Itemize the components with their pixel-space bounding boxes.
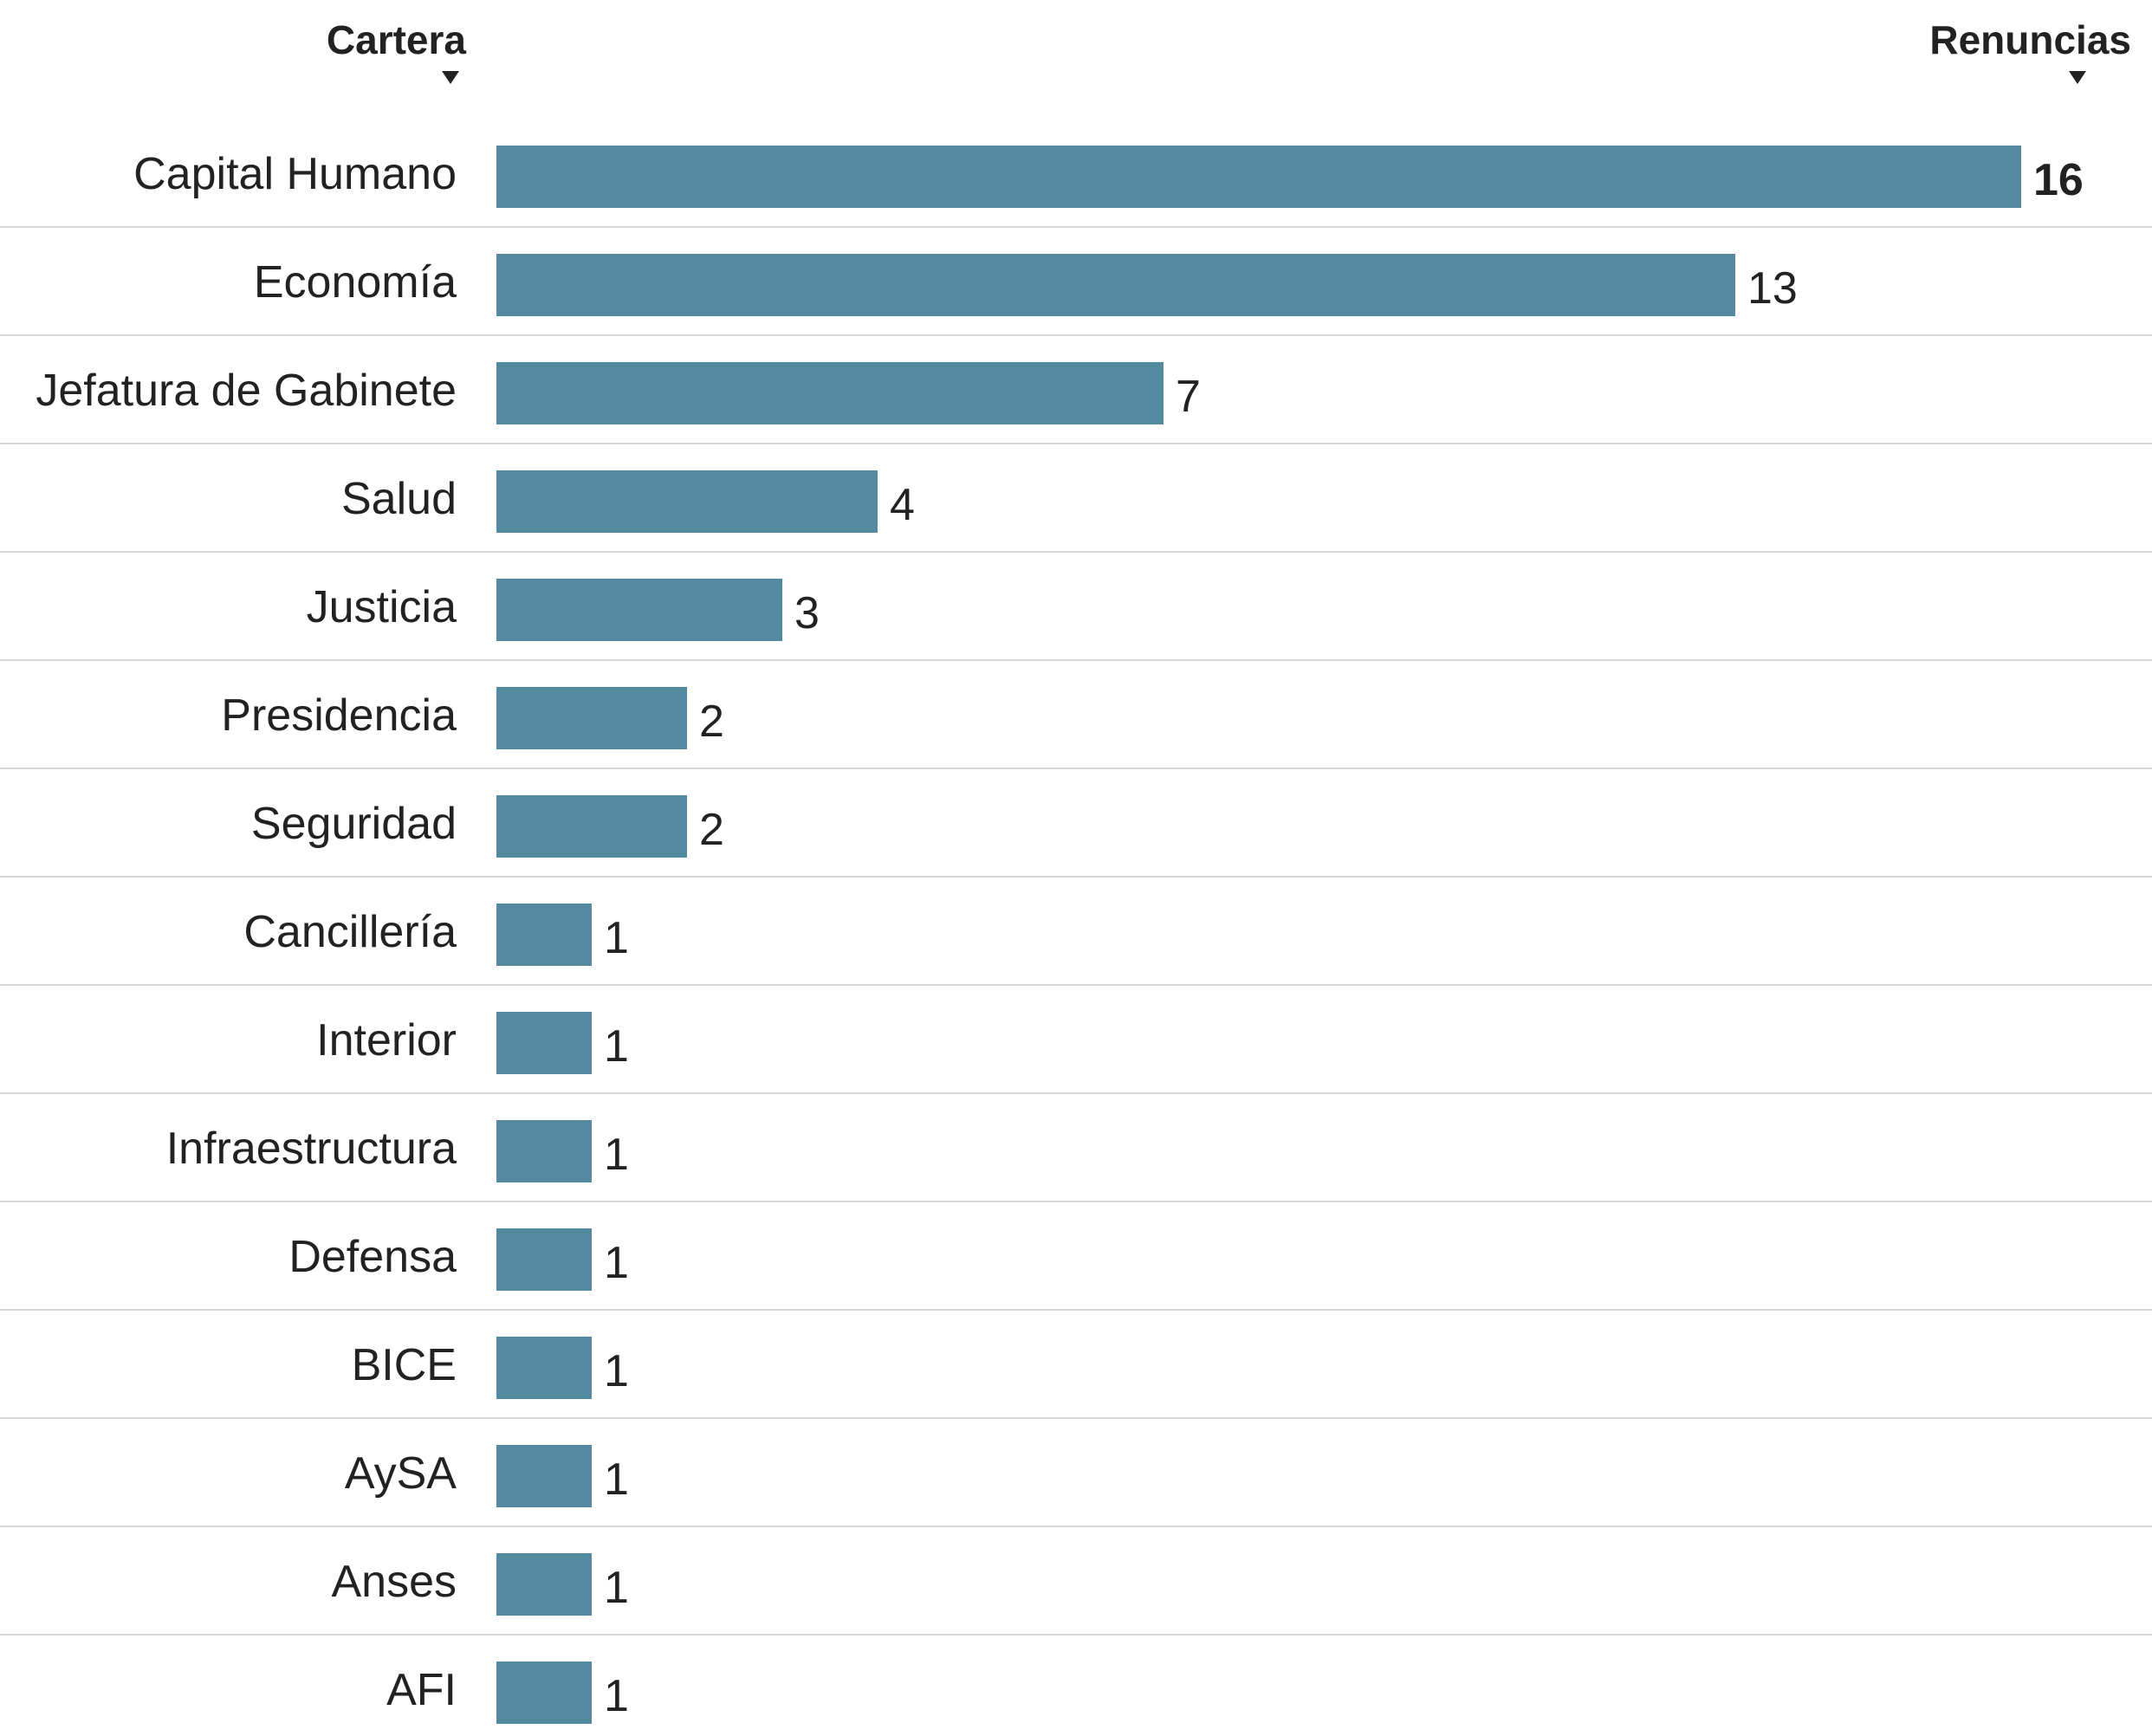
- chart-row: Infraestructura 1: [0, 1120, 2152, 1202]
- category-column-header[interactable]: Cartera: [327, 17, 467, 62]
- bar: [496, 1120, 592, 1182]
- value-label: 1: [604, 1454, 629, 1505]
- value-column-header[interactable]: Renuncias: [1929, 17, 2131, 62]
- value-label: 4: [890, 480, 915, 530]
- chart-row: Justicia 3: [0, 579, 2152, 661]
- bar: [496, 1553, 592, 1616]
- value-label: 2: [699, 805, 724, 855]
- value-label: 2: [699, 696, 724, 747]
- category-label: Jefatura de Gabinete: [36, 366, 457, 416]
- category-label: Seguridad: [251, 799, 457, 849]
- category-label: BICE: [352, 1340, 457, 1390]
- bar: [496, 1662, 592, 1724]
- value-label: 1: [604, 1130, 629, 1180]
- bar: [496, 146, 2021, 208]
- chart-row: AFI 1: [386, 1662, 629, 1724]
- chart-row: Capital Humano 16: [0, 146, 2152, 228]
- category-label: Interior: [316, 1015, 457, 1066]
- category-label: Cancillería: [243, 907, 457, 957]
- table-header: Cartera Renuncias: [327, 17, 2131, 84]
- bar: [496, 904, 592, 966]
- value-label: 1: [604, 1021, 629, 1072]
- value-label: 1: [604, 1346, 629, 1396]
- bar: [496, 254, 1735, 316]
- value-label: 1: [604, 1671, 629, 1721]
- bar: [496, 470, 878, 533]
- bar: [496, 1012, 592, 1074]
- category-label: Defensa: [288, 1232, 457, 1282]
- category-label: Capital Humano: [133, 149, 457, 199]
- bar: [496, 362, 1164, 424]
- sort-down-triangle-icon[interactable]: [442, 71, 459, 84]
- value-label: 1: [604, 1563, 629, 1613]
- chart-row: Interior 1: [0, 1012, 2152, 1094]
- bar: [496, 1337, 592, 1399]
- value-label: 3: [794, 588, 820, 638]
- value-label: 16: [2033, 155, 2084, 205]
- chart-row: Presidencia 2: [0, 687, 2152, 769]
- value-label: 1: [604, 913, 629, 963]
- category-label: Anses: [331, 1557, 457, 1607]
- bar: [496, 1445, 592, 1507]
- category-label: AySA: [345, 1448, 457, 1499]
- chart-row: Defensa 1: [0, 1228, 2152, 1311]
- chart-row: Jefatura de Gabinete 7: [0, 362, 2152, 444]
- chart-row: Salud 4: [0, 470, 2152, 553]
- bar: [496, 579, 782, 641]
- chart-row: Cancillería 1: [0, 904, 2152, 986]
- chart-row: AySA 1: [0, 1445, 2152, 1527]
- category-label: Salud: [341, 474, 457, 524]
- value-label: 7: [1176, 372, 1201, 422]
- category-label: Economía: [254, 257, 457, 308]
- chart-row: Anses 1: [0, 1553, 2152, 1636]
- chart-row: Economía 13: [0, 254, 2152, 336]
- bar: [496, 795, 687, 858]
- sort-down-triangle-icon[interactable]: [2069, 71, 2086, 84]
- category-label: Infraestructura: [166, 1124, 457, 1174]
- chart-row: Seguridad 2: [0, 795, 2152, 878]
- category-label: AFI: [386, 1665, 457, 1715]
- bar: [496, 687, 687, 749]
- value-label: 13: [1747, 263, 1798, 314]
- category-label: Justicia: [307, 582, 457, 632]
- value-label: 1: [604, 1238, 629, 1288]
- category-label: Presidencia: [221, 690, 457, 741]
- chart-row: BICE 1: [0, 1337, 2152, 1419]
- bar: [496, 1228, 592, 1291]
